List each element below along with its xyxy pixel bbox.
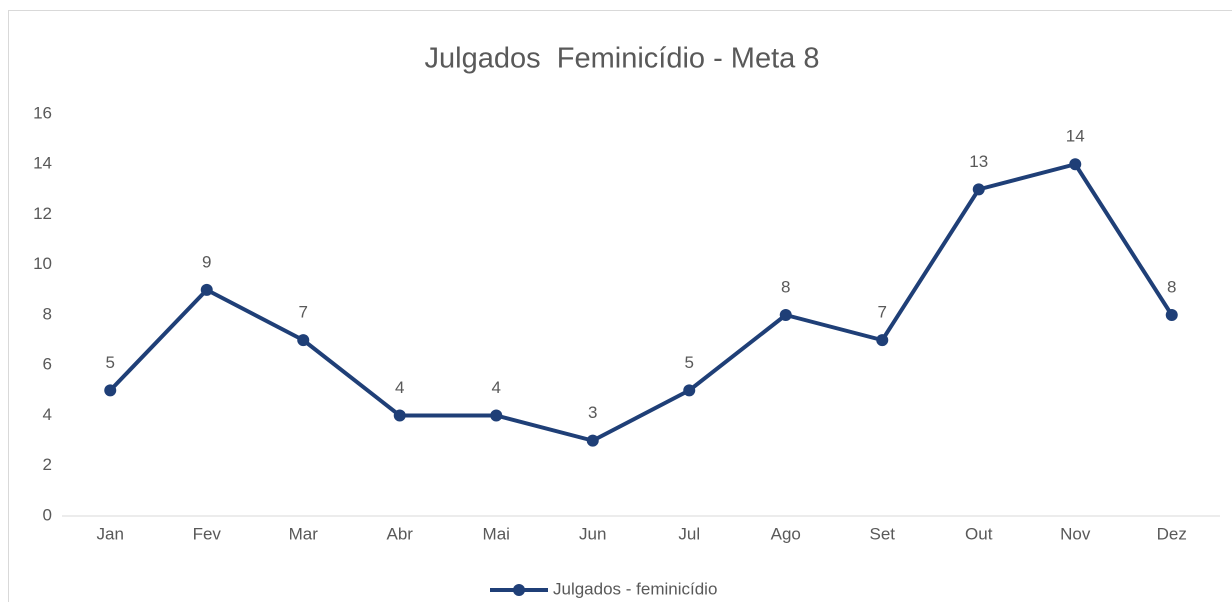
data-label: 5	[106, 353, 115, 372]
x-tick-label: Out	[965, 524, 993, 543]
point-marker	[393, 409, 406, 422]
data-label: 8	[1167, 277, 1176, 296]
x-tick-label: Jun	[579, 524, 606, 543]
point-marker	[1165, 309, 1178, 321]
point-marker	[297, 334, 310, 347]
y-tick-label: 4	[43, 405, 52, 424]
line-series	[108, 162, 1174, 443]
data-label: 7	[299, 303, 308, 322]
chart-border	[8, 10, 1232, 602]
data-label: 8	[781, 277, 790, 296]
point-marker	[104, 384, 117, 397]
data-label: 14	[1066, 127, 1085, 146]
y-tick-label: 2	[43, 455, 52, 474]
data-label: 5	[685, 353, 694, 372]
y-tick-label: 10	[33, 254, 52, 273]
legend-marker	[513, 584, 525, 596]
y-tick-label: 12	[33, 204, 52, 223]
y-tick-label: 6	[43, 355, 52, 374]
x-tick-label: Abr	[387, 524, 414, 543]
y-tick-label: 14	[33, 154, 52, 173]
legend-label: Julgados - feminicídio	[553, 579, 717, 598]
y-tick-label: 8	[43, 304, 52, 323]
x-tick-label: Nov	[1060, 524, 1091, 543]
y-tick-label: 16	[33, 103, 52, 122]
y-tick-label: 0	[43, 505, 52, 524]
data-label: 9	[202, 252, 211, 271]
x-tick-label: Jul	[678, 524, 700, 543]
point-marker	[683, 384, 696, 397]
point-marker	[972, 183, 985, 196]
point-marker	[1069, 158, 1082, 171]
data-label: 4	[395, 378, 404, 397]
point-marker	[876, 334, 889, 347]
point-marker	[586, 434, 599, 447]
point-marker	[779, 309, 792, 321]
x-tick-label: Mai	[483, 524, 510, 543]
x-tick-label: Set	[869, 524, 895, 543]
x-tick-label: Mar	[289, 524, 319, 543]
data-label: 3	[588, 403, 597, 422]
point-marker	[200, 283, 213, 296]
x-tick-label: Ago	[771, 524, 801, 543]
x-tick-label: Dez	[1157, 524, 1187, 543]
point-marker	[490, 409, 503, 422]
x-tick-label: Jan	[97, 524, 124, 543]
data-label: 4	[492, 378, 501, 397]
data-label: 7	[878, 303, 887, 322]
data-label: 13	[969, 152, 988, 171]
chart-title: Julgados Feminicídio - Meta 8	[425, 43, 820, 75]
x-tick-label: Fev	[193, 524, 222, 543]
